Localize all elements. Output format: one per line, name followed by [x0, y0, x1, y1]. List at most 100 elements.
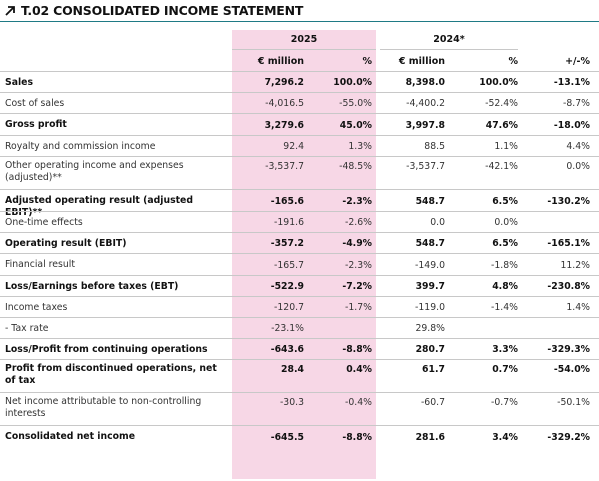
header-pct-2025: %	[362, 56, 372, 67]
row-label: Adjusted operating result (adjusted EBIT…	[5, 195, 194, 218]
value-million-2025: -643.6	[270, 344, 304, 355]
value-million-2025: -357.2	[270, 238, 304, 249]
row-label: Other operating income and expenses (adj…	[5, 160, 184, 183]
value-million-2024: -149.0	[415, 259, 445, 271]
table-row: Adjusted operating result (adjusted EBIT…	[0, 189, 599, 218]
value-pct-2025: -48.5%	[339, 160, 372, 172]
value-pct-2024: -1.4%	[491, 302, 518, 313]
table-row: Profit from discontinued operations, net…	[0, 359, 599, 393]
value-pct-2025	[304, 318, 372, 339]
value-million-2025: 92.4	[283, 141, 304, 152]
value-million-2024: 399.7	[415, 281, 445, 292]
value-change: -13.1%	[553, 77, 590, 88]
value-million-2024: 29.8%	[415, 323, 445, 334]
value-change: -8.7%	[563, 98, 590, 109]
row-label: Royalty and commission income	[5, 140, 156, 152]
header-pct-2024: %	[508, 56, 518, 67]
value-pct-2025: -4.9%	[342, 238, 372, 249]
value-change: -54.0%	[553, 363, 590, 375]
table-row: Income taxes -120.7 -1.7% -119.0 -1.4% 1.4%	[0, 296, 599, 318]
value-pct-2025: 0.4%	[346, 363, 372, 375]
value-million-2024: -3,537.7	[406, 160, 445, 172]
value-million-2024: 88.5	[424, 141, 445, 152]
table-row: Cost of sales -4,016.5 -55.0% -4,400.2 -52.4…	[0, 92, 599, 114]
value-change: -230.8%	[547, 281, 590, 292]
value-pct-2024: 6.5%	[492, 195, 518, 207]
value-change: -18.0%	[553, 119, 590, 131]
value-change: -329.2%	[547, 431, 590, 443]
table-row: Consolidated net income -645.5 -8.8% 281.6 3…	[0, 425, 599, 448]
value-pct-2024: -0.7%	[491, 396, 518, 408]
value-pct-2025: -0.4%	[345, 396, 372, 408]
row-label: - Tax rate	[5, 322, 49, 334]
value-pct-2024: 3.4%	[492, 431, 518, 443]
value-change: 1.4%	[566, 302, 590, 313]
title-divider	[0, 21, 599, 22]
value-pct-2024: 4.8%	[492, 281, 518, 292]
table-row: One-time effects -191.6 -2.6% 0.0 0.0%	[0, 211, 599, 233]
value-pct-2025: -2.3%	[342, 195, 372, 207]
value-pct-2024: 6.5%	[492, 238, 518, 249]
table-title: T.02 CONSOLIDATED INCOME STATEMENT	[4, 3, 303, 18]
value-million-2025: -23.1%	[271, 323, 304, 334]
value-pct-2024: 3.3%	[492, 344, 518, 355]
value-change: 4.4%	[566, 141, 590, 152]
year-2025-underline	[232, 49, 376, 50]
arrow-up-right-icon	[5, 6, 15, 16]
value-million-2024: 0.0	[430, 217, 445, 228]
value-pct-2025: -2.6%	[345, 217, 372, 228]
value-change: 0.0%	[566, 160, 590, 172]
table-row: Other operating income and expenses (adj…	[0, 156, 599, 190]
value-million-2024: 548.7	[415, 238, 445, 249]
value-million-2025: -191.6	[274, 217, 304, 228]
value-million-2025: -120.7	[274, 302, 304, 313]
value-pct-2025: -8.8%	[342, 431, 372, 443]
table-row: Gross profit 3,279.6 45.0% 3,997.8 47.6% -18.…	[0, 113, 599, 136]
value-million-2024: -119.0	[415, 302, 445, 313]
table-row: Royalty and commission income 92.4 1.3% 88.…	[0, 135, 599, 157]
row-label: Loss/Earnings before taxes (EBT)	[5, 280, 179, 292]
value-pct-2025: -1.7%	[345, 302, 372, 313]
value-million-2025: -522.9	[270, 281, 304, 292]
value-million-2025: -645.5	[270, 431, 304, 443]
table-row: Financial result -165.7 -2.3% -149.0 -1.8% 11…	[0, 253, 599, 276]
value-pct-2024: -1.8%	[491, 259, 518, 271]
value-pct-2025: -2.3%	[345, 259, 372, 271]
value-change: 11.2%	[560, 259, 590, 271]
value-pct-2024: 0.7%	[492, 363, 518, 375]
value-change: -329.3%	[547, 344, 590, 355]
row-label: Sales	[5, 76, 33, 88]
year-2025-header: 2025	[290, 34, 318, 45]
value-million-2025: -165.6	[270, 195, 304, 207]
header-million-2025: € million	[257, 56, 304, 67]
unit-header-row: € million % € million % +/-%	[0, 52, 599, 71]
year-header-row: 2025 2024*	[0, 30, 599, 49]
value-million-2025: 28.4	[281, 363, 304, 375]
value-pct-2024: 100.0%	[479, 77, 518, 88]
row-label: Profit from discontinued operations, net…	[5, 363, 217, 386]
value-million-2025: -30.3	[279, 396, 304, 408]
value-million-2024: -60.7	[420, 396, 445, 408]
row-label: One-time effects	[5, 216, 83, 228]
value-pct-2024: 0.0%	[494, 217, 518, 228]
value-pct-2024: 47.6%	[485, 119, 518, 131]
table-row: Operating result (EBIT) -357.2 -4.9% 548.7 6…	[0, 232, 599, 254]
value-pct-2025: 45.0%	[339, 119, 372, 131]
table-row: Sales 7,296.2 100.0% 8,398.0 100.0% -13.1%	[0, 71, 599, 93]
value-million-2025: 3,279.6	[264, 119, 304, 131]
header-change: +/-%	[565, 56, 590, 67]
value-million-2024: 3,997.8	[405, 119, 445, 131]
value-million-2024: -4,400.2	[406, 98, 445, 109]
value-pct-2025: -55.0%	[339, 98, 372, 109]
table-title-text: T.02 CONSOLIDATED INCOME STATEMENT	[21, 3, 304, 18]
value-million-2025: -165.7	[274, 259, 304, 271]
table-row: Loss/Profit from continuing operations -6…	[0, 338, 599, 360]
row-label: Cost of sales	[5, 97, 65, 109]
value-million-2024: 281.6	[415, 431, 445, 443]
value-pct-2024	[445, 318, 518, 339]
row-label: Income taxes	[5, 301, 68, 313]
value-pct-2025: 1.3%	[348, 141, 372, 152]
column-2025-highlight	[232, 30, 376, 479]
year-2024-underline	[380, 49, 518, 50]
